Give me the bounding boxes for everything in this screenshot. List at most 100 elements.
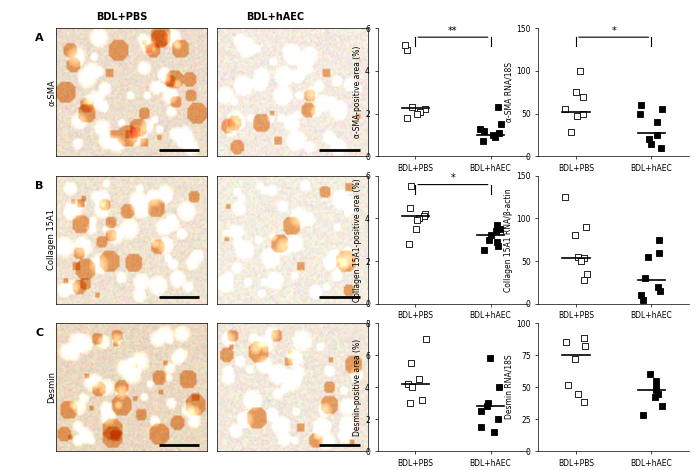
Point	[643, 135, 654, 143]
Text: BDL+hAEC: BDL+hAEC	[246, 12, 304, 22]
Point	[644, 370, 656, 378]
Point	[476, 423, 487, 431]
Point	[478, 138, 489, 145]
Point	[411, 225, 422, 233]
Point	[651, 131, 663, 139]
Point	[574, 67, 585, 75]
Point	[493, 384, 505, 391]
Point	[561, 338, 572, 346]
Point	[635, 102, 647, 109]
Point	[573, 253, 584, 260]
Point	[572, 112, 583, 120]
Point	[490, 133, 501, 141]
Point	[657, 106, 668, 113]
Point	[580, 223, 592, 231]
Point	[403, 380, 414, 388]
Point	[560, 193, 571, 201]
Text: A: A	[35, 33, 43, 43]
Point	[485, 232, 496, 239]
Y-axis label: Collagen 15A1 RNA/β-actin: Collagen 15A1 RNA/β-actin	[505, 188, 514, 291]
Point	[649, 393, 661, 401]
Point	[655, 287, 666, 295]
Point	[484, 236, 495, 243]
Point	[493, 103, 504, 111]
Point	[415, 108, 426, 115]
Point	[635, 110, 646, 118]
Point	[650, 386, 661, 393]
Y-axis label: α-SMA: α-SMA	[47, 79, 56, 106]
Point	[489, 428, 500, 436]
Point	[420, 335, 432, 343]
Point	[638, 296, 649, 303]
Text: *: *	[611, 26, 616, 36]
Point	[566, 129, 577, 136]
Y-axis label: Desmin: Desmin	[47, 371, 56, 403]
Point	[417, 396, 428, 404]
Point	[656, 144, 667, 152]
Point	[578, 399, 590, 406]
Point	[411, 217, 422, 224]
Text: **: **	[448, 26, 458, 36]
Y-axis label: Collagen 15A1-positive area (%): Collagen 15A1-positive area (%)	[354, 178, 363, 302]
Point	[654, 249, 665, 256]
Point	[560, 106, 571, 113]
Point	[479, 127, 490, 134]
Point	[646, 140, 657, 147]
Point	[652, 390, 663, 397]
Point	[654, 236, 665, 243]
Point	[481, 403, 492, 410]
Point	[572, 390, 583, 397]
Point	[420, 106, 431, 113]
Point	[492, 238, 503, 246]
Point	[578, 93, 589, 100]
Point	[474, 125, 485, 133]
Y-axis label: Collagen 15A1: Collagen 15A1	[47, 209, 56, 270]
Point	[403, 240, 414, 248]
Point	[487, 131, 498, 139]
Point	[414, 215, 425, 222]
Point	[642, 253, 654, 260]
Point	[579, 342, 590, 350]
Y-axis label: Desmin RNA/18S: Desmin RNA/18S	[505, 355, 514, 419]
Point	[656, 403, 667, 410]
Point	[405, 182, 416, 190]
Point	[407, 103, 418, 111]
Point	[479, 247, 490, 254]
Point	[482, 400, 493, 407]
Point	[402, 46, 413, 53]
Point	[569, 232, 580, 239]
Point	[493, 243, 504, 250]
Point	[637, 412, 648, 419]
Text: B: B	[35, 181, 43, 191]
Point	[652, 118, 663, 126]
Y-axis label: Desmin-positive area (%): Desmin-positive area (%)	[354, 338, 363, 436]
Y-axis label: α-SMA RNA/18S: α-SMA RNA/18S	[505, 63, 514, 122]
Point	[490, 227, 501, 235]
Point	[476, 407, 487, 415]
Point	[493, 415, 504, 423]
Point	[640, 274, 651, 282]
Text: C: C	[35, 328, 43, 338]
Point	[406, 384, 418, 391]
Point	[400, 41, 411, 49]
Point	[569, 355, 580, 363]
Point	[404, 400, 415, 407]
Point	[496, 121, 507, 128]
Point	[494, 225, 505, 233]
Point	[412, 110, 423, 118]
Point	[578, 110, 589, 118]
Point	[493, 129, 505, 137]
Point	[576, 257, 587, 265]
Point	[413, 376, 425, 383]
Point	[491, 221, 503, 228]
Point	[650, 384, 661, 391]
Point	[562, 381, 574, 388]
Point	[418, 212, 429, 220]
Point	[650, 377, 661, 384]
Point	[578, 276, 590, 283]
Point	[484, 354, 496, 362]
Point	[402, 114, 413, 122]
Point	[406, 359, 417, 367]
Point	[635, 291, 647, 299]
Text: *: *	[450, 173, 455, 183]
